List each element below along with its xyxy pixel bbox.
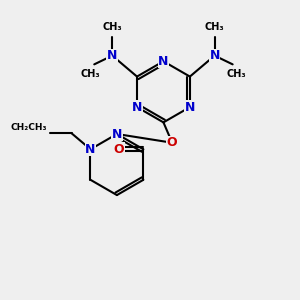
Text: CH₃: CH₃ <box>226 69 246 79</box>
Text: CH₃: CH₃ <box>103 22 122 32</box>
Text: N: N <box>112 128 122 140</box>
Text: CH₃: CH₃ <box>81 69 100 79</box>
Text: N: N <box>132 100 142 114</box>
Text: O: O <box>167 136 178 149</box>
Text: N: N <box>85 143 96 156</box>
Text: CH₃: CH₃ <box>205 22 224 32</box>
Text: N: N <box>158 55 169 68</box>
Text: N: N <box>185 100 195 114</box>
Text: N: N <box>209 49 220 62</box>
Text: CH₂CH₃: CH₂CH₃ <box>10 123 47 132</box>
Text: O: O <box>113 143 124 156</box>
Text: N: N <box>107 49 118 62</box>
